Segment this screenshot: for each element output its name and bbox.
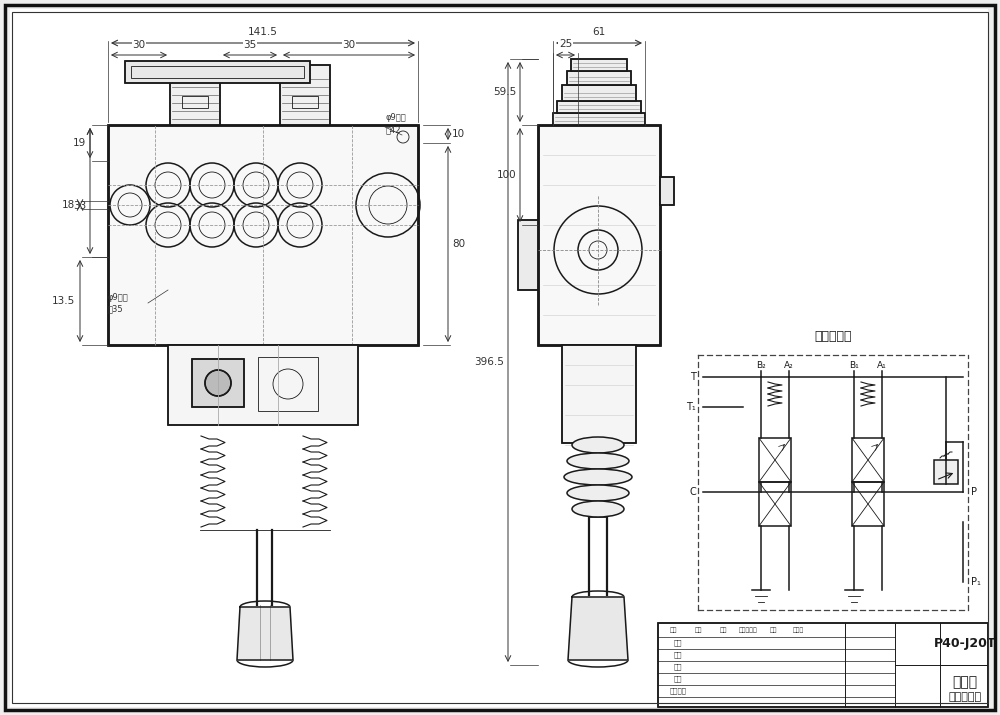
Bar: [192, 359, 244, 407]
Text: T: T: [690, 372, 696, 382]
Text: 分区: 分区: [719, 627, 727, 633]
Bar: [567, 71, 631, 85]
Ellipse shape: [572, 501, 624, 517]
Text: B₂: B₂: [756, 360, 766, 370]
Bar: [182, 96, 208, 108]
Text: 59.5: 59.5: [493, 87, 516, 97]
Bar: [562, 85, 636, 101]
Text: 标记: 标记: [669, 627, 677, 633]
Bar: [292, 96, 318, 108]
Text: 处数: 处数: [694, 627, 702, 633]
Text: φ9通孔: φ9通孔: [108, 293, 129, 302]
Bar: [660, 177, 674, 205]
Text: 设计: 设计: [674, 640, 682, 646]
Text: 35: 35: [243, 40, 257, 50]
Bar: [852, 438, 884, 482]
Bar: [658, 623, 988, 707]
Text: φ9通孔: φ9通孔: [386, 113, 407, 122]
Text: 液压原理图: 液压原理图: [814, 330, 852, 343]
Text: 多路阀: 多路阀: [952, 675, 978, 689]
Bar: [696, 353, 970, 612]
Text: 61: 61: [592, 27, 606, 37]
Bar: [852, 482, 884, 526]
Text: 高35: 高35: [108, 304, 124, 313]
Bar: [934, 460, 958, 484]
Bar: [557, 101, 641, 113]
Bar: [562, 345, 636, 443]
Bar: [660, 177, 674, 205]
Bar: [280, 65, 330, 125]
Bar: [170, 65, 220, 125]
Text: 工艺审查: 工艺审查: [670, 688, 686, 694]
Text: P₁: P₁: [971, 577, 981, 587]
Bar: [108, 125, 418, 345]
Bar: [571, 59, 627, 71]
Bar: [170, 65, 220, 125]
Bar: [168, 345, 358, 425]
Text: 33: 33: [73, 201, 86, 211]
Text: 141.5: 141.5: [248, 27, 278, 37]
Bar: [538, 125, 660, 345]
Ellipse shape: [567, 485, 629, 501]
Text: 13.5: 13.5: [52, 296, 75, 306]
Text: C: C: [689, 487, 696, 497]
Ellipse shape: [564, 469, 632, 485]
Bar: [567, 71, 631, 85]
Text: 更改文件号: 更改文件号: [739, 627, 757, 633]
Text: 审核: 审核: [674, 664, 682, 670]
Text: 年月日: 年月日: [792, 627, 804, 633]
Text: 签名: 签名: [769, 627, 777, 633]
Bar: [125, 61, 310, 83]
Ellipse shape: [572, 437, 624, 453]
Text: 100: 100: [496, 170, 516, 180]
Text: 25: 25: [559, 39, 572, 49]
Bar: [518, 220, 538, 290]
Bar: [557, 101, 641, 113]
Text: B₁: B₁: [849, 360, 859, 370]
Text: 19: 19: [73, 138, 86, 148]
Text: 80: 80: [452, 239, 465, 249]
Bar: [131, 66, 304, 78]
Circle shape: [205, 370, 231, 396]
Bar: [538, 125, 660, 345]
Bar: [280, 65, 330, 125]
Polygon shape: [237, 607, 293, 660]
Text: 10: 10: [452, 129, 465, 139]
Bar: [759, 438, 791, 482]
Text: A₂: A₂: [784, 360, 794, 370]
Bar: [759, 482, 791, 526]
Polygon shape: [568, 597, 628, 660]
Bar: [562, 345, 636, 443]
Text: P: P: [971, 487, 977, 497]
Bar: [125, 61, 310, 83]
Text: 30: 30: [132, 40, 146, 50]
Bar: [562, 85, 636, 101]
Bar: [192, 359, 244, 407]
Text: 396.5: 396.5: [474, 357, 504, 367]
Bar: [518, 220, 538, 290]
Text: 30: 30: [342, 40, 356, 50]
Bar: [571, 59, 627, 71]
Text: 高42: 高42: [386, 125, 402, 134]
Text: A₁: A₁: [877, 360, 887, 370]
Text: P40-J20T: P40-J20T: [934, 636, 996, 649]
Bar: [553, 113, 645, 125]
Text: 外形尺寸图: 外形尺寸图: [948, 692, 982, 702]
Text: 校核: 校核: [674, 651, 682, 659]
Text: T₁: T₁: [686, 402, 696, 412]
Bar: [108, 125, 418, 345]
Bar: [553, 113, 645, 125]
Text: 批准: 批准: [674, 676, 682, 682]
Bar: [658, 623, 988, 707]
Bar: [168, 345, 358, 425]
Text: 18: 18: [62, 200, 75, 210]
Ellipse shape: [567, 453, 629, 469]
Bar: [258, 357, 318, 411]
